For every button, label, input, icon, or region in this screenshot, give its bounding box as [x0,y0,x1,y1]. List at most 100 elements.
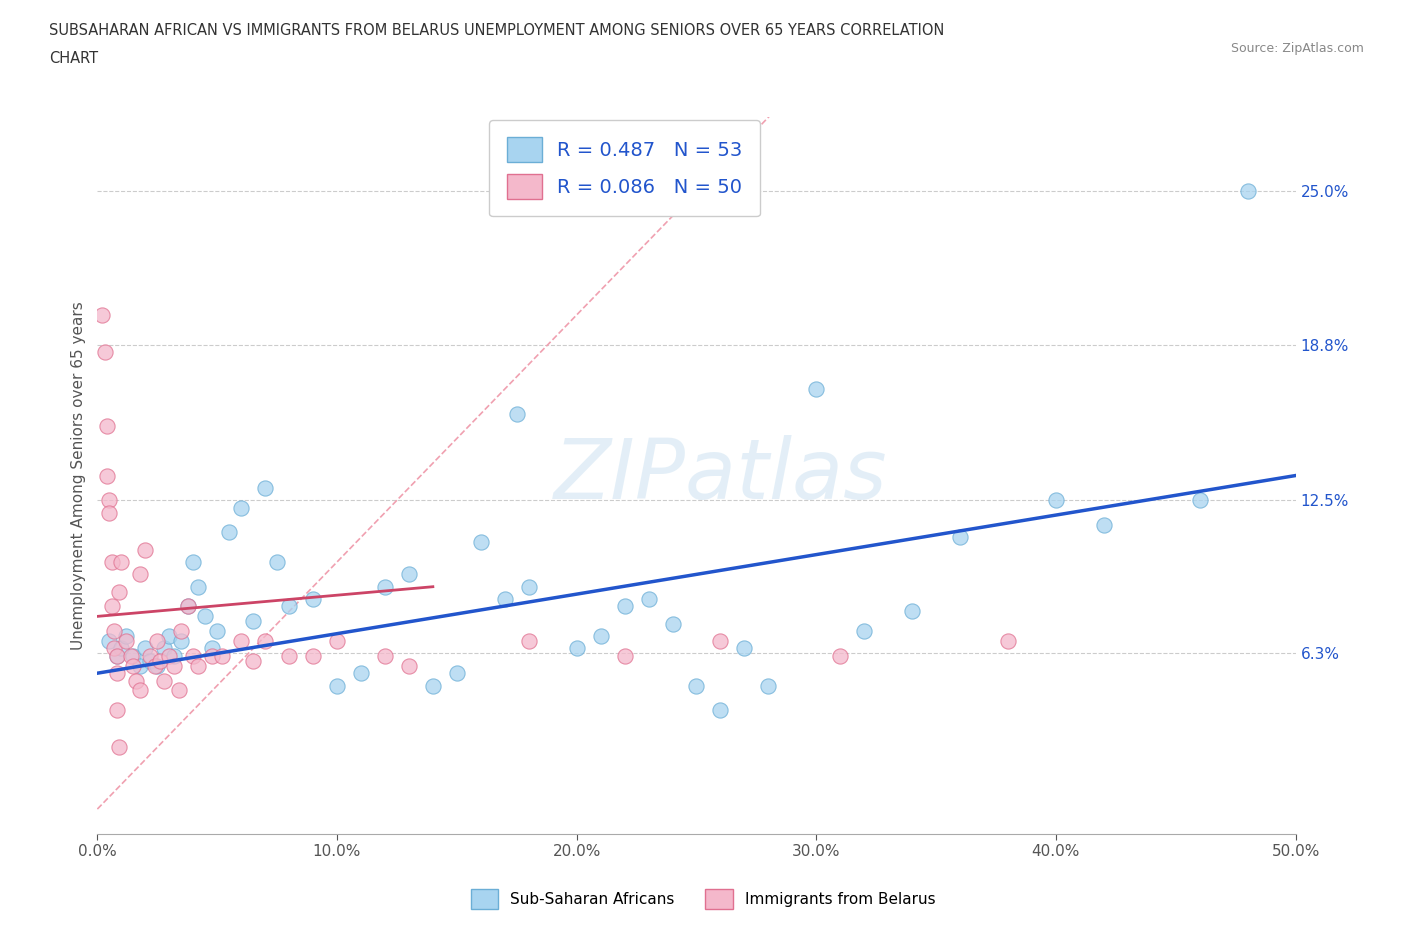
Text: CHART: CHART [49,51,98,66]
Point [91,308,114,323]
Point [231,633,253,648]
Point [125,673,148,688]
Point [105,703,128,718]
Point [134,641,156,656]
Point [231,500,253,515]
Point [494,591,516,606]
Point [163,648,186,663]
Point [129,683,152,698]
Point [163,658,186,673]
Point [1092,517,1115,532]
Point [201,641,224,656]
Point [105,648,128,663]
Point [374,648,396,663]
Y-axis label: Unemployment Among Seniors over 65 years: Unemployment Among Seniors over 65 years [72,301,86,650]
Point [98,505,121,520]
Point [1236,184,1258,199]
Point [170,633,193,648]
Point [242,614,264,629]
Point [153,673,176,688]
Point [122,658,145,673]
Point [565,641,588,656]
Point [278,648,301,663]
Point [98,493,121,508]
Point [157,629,180,644]
Text: SUBSAHARAN AFRICAN VS IMMIGRANTS FROM BELARUS UNEMPLOYMENT AMONG SENIORS OVER 65: SUBSAHARAN AFRICAN VS IMMIGRANTS FROM BE… [49,23,945,38]
Point [949,530,972,545]
Point [167,683,190,698]
Point [398,567,420,582]
Point [108,740,131,755]
Point [134,542,156,557]
Point [254,633,277,648]
Point [149,654,172,669]
Point [853,624,876,639]
Point [266,554,288,569]
Point [139,648,162,663]
Point [181,648,204,663]
Point [302,591,325,606]
Point [187,579,209,594]
Point [181,554,204,569]
Point [733,641,755,656]
Legend: R = 0.487   N = 53, R = 0.086   N = 50: R = 0.487 N = 53, R = 0.086 N = 50 [489,120,761,217]
Point [153,641,176,656]
Point [446,666,468,681]
Point [278,599,301,614]
Point [146,658,169,673]
Point [211,648,233,663]
Point [350,666,373,681]
Text: ZIPatlas: ZIPatlas [554,435,887,516]
Point [103,641,125,656]
Point [374,579,396,594]
Point [326,678,349,693]
Point [470,535,492,550]
Point [115,629,138,644]
Point [110,641,132,656]
Point [661,617,683,631]
Point [422,678,444,693]
Point [143,658,166,673]
Point [157,648,180,663]
Point [205,624,228,639]
Point [997,633,1019,648]
Point [756,678,779,693]
Point [103,624,125,639]
Point [129,658,152,673]
Point [709,633,731,648]
Point [613,648,636,663]
Legend: Sub-Saharan Africans, Immigrants from Belarus: Sub-Saharan Africans, Immigrants from Be… [464,884,942,915]
Point [685,678,707,693]
Point [613,599,636,614]
Point [201,648,224,663]
Point [139,654,162,669]
Point [98,633,121,648]
Point [326,633,349,648]
Point [105,666,128,681]
Point [115,633,138,648]
Point [177,599,200,614]
Point [146,633,169,648]
Point [100,599,122,614]
Point [218,525,240,539]
Point [170,624,193,639]
Point [1045,493,1067,508]
Point [100,554,122,569]
Point [242,654,264,669]
Point [194,609,217,624]
Point [96,468,118,483]
Point [901,604,924,618]
Point [517,633,540,648]
Point [1188,493,1211,508]
Point [96,418,118,433]
Point [830,648,852,663]
Point [93,345,115,360]
Point [637,591,659,606]
Point [177,599,200,614]
Point [110,554,132,569]
Text: Source: ZipAtlas.com: Source: ZipAtlas.com [1230,42,1364,55]
Point [302,648,325,663]
Point [108,584,131,599]
Point [187,658,209,673]
Point [517,579,540,594]
